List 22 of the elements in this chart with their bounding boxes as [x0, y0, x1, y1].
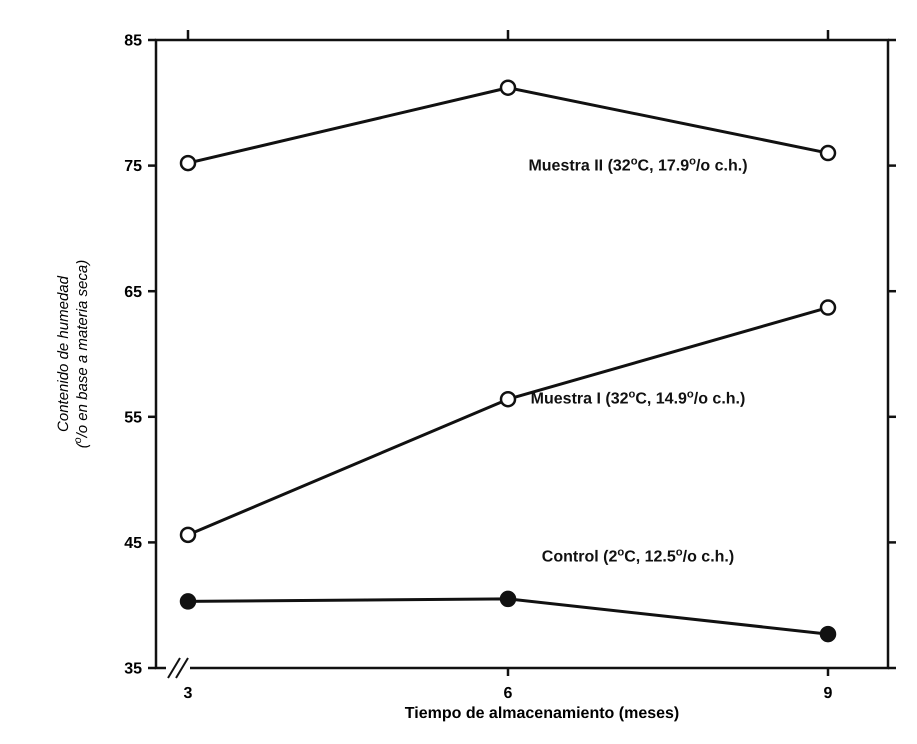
x-tick-label: 3	[184, 685, 193, 702]
y-tick-label: 65	[124, 284, 142, 301]
series-label: Muestra I (32$^{o}$C, 14.9$^{o}$/o c.h.)	[530, 388, 746, 408]
y-tick-label: 45	[124, 535, 142, 552]
series-label: Muestra II (32$^{o}$C, 17.9$^{o}$/o c.h.)	[528, 155, 748, 174]
point	[820, 144, 836, 162]
x-tick-label: 9	[824, 685, 833, 702]
y-tick-label: 75	[124, 158, 142, 176]
point	[820, 626, 836, 642]
point	[180, 526, 196, 544]
point	[500, 79, 516, 96]
text: Control (2$^{o}$C, 12.5$^{o}$/o c.h.)	[542, 546, 734, 566]
point	[820, 299, 836, 316]
point	[180, 154, 196, 172]
x-tick-label: 6	[504, 685, 513, 702]
y-tick-label: 55	[124, 409, 142, 426]
y-tick-label: 85	[124, 32, 142, 50]
x-axis-title: Tiempo de almacenamiento (meses)	[404, 705, 680, 722]
point	[500, 390, 516, 408]
y-tick-label: 35	[124, 660, 142, 678]
point	[500, 590, 516, 608]
point	[180, 593, 196, 610]
